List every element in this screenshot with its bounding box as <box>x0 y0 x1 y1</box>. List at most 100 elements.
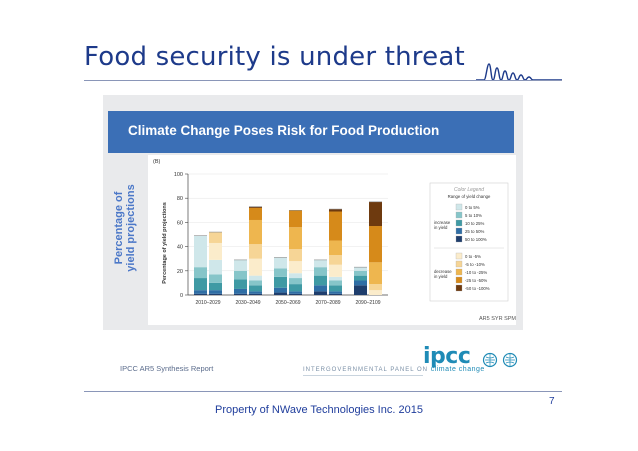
legend-entry: -5 to -10% <box>465 262 485 267</box>
bar-segment <box>289 273 302 279</box>
bar-segment <box>314 259 327 268</box>
chart-source-label: AR5 SYR SPM <box>479 316 516 322</box>
legend-title: Color Legend <box>454 187 484 193</box>
bar-segment <box>369 290 382 295</box>
y-tick-label: 0 <box>180 293 183 299</box>
legend-swatch <box>455 276 463 284</box>
panel-banner-title: Climate Change Poses Risk for Food Produ… <box>128 123 440 138</box>
legend-entry: 5 to 10% <box>465 213 482 218</box>
legend-entry: 0 to -5% <box>465 254 481 259</box>
x-tick-label: 2010–2029 <box>195 300 220 306</box>
bar-segment <box>329 209 342 212</box>
footer-divider <box>84 391 562 392</box>
bar-segment <box>209 274 222 283</box>
bar-segment <box>209 242 222 260</box>
un-logos <box>482 352 518 368</box>
bar-segment <box>249 280 262 286</box>
bar-segment <box>234 270 247 280</box>
legend-entry: -10 to -25% <box>465 270 487 275</box>
legend-entry: 10 to 25% <box>465 221 485 226</box>
bar-segment <box>249 244 262 259</box>
bar-segment <box>209 259 222 275</box>
y-tick-label: 80 <box>177 196 183 202</box>
bar-segment <box>329 211 342 241</box>
legend-swatch <box>455 227 463 235</box>
bar-segment <box>289 278 302 285</box>
ipcc-org-name: INTERGOVERNMENTAL PANEL ON climate chang… <box>303 366 485 373</box>
bar-segment <box>329 255 342 265</box>
bar-segment <box>249 258 262 276</box>
bar-segment <box>274 287 287 293</box>
bar-segment <box>289 210 302 228</box>
bar-segment <box>369 262 382 285</box>
bar-segment <box>234 293 247 295</box>
chart-panel-label: (B) <box>153 159 161 165</box>
legend-group-label-line: in yield <box>434 274 448 279</box>
y-tick-label: 60 <box>177 220 183 226</box>
bar-segment <box>209 290 222 294</box>
bar-segment <box>369 284 382 291</box>
bar-segment <box>194 290 207 294</box>
bar-segment <box>314 275 327 286</box>
bar-segment <box>194 235 207 268</box>
bar-segment <box>249 291 262 294</box>
bar-segment <box>249 207 262 220</box>
legend-swatch <box>455 203 463 211</box>
bar-segment <box>289 291 302 294</box>
side-axis-label: Percentage of yield projections <box>113 184 137 272</box>
bar-segment <box>289 227 302 250</box>
wmo-logo-icon <box>482 352 498 368</box>
bar-segment <box>329 293 342 295</box>
ipcc-org-text: INTERGOVERNMENTAL PANEL ON <box>303 367 429 373</box>
bar-segment <box>249 219 262 245</box>
x-tick-label: 2030–2049 <box>235 300 260 306</box>
bar-segment <box>234 288 247 294</box>
legend-swatch <box>455 235 463 243</box>
ipcc-logo: ipcc <box>423 344 471 369</box>
x-tick-label: 2050–2069 <box>275 300 300 306</box>
legend-group-label-line: increase <box>434 220 451 225</box>
report-name: IPCC AR5 Synthesis Report <box>120 364 214 373</box>
page-number: 7 <box>549 396 555 407</box>
bar-segment <box>289 284 302 292</box>
bar-segment <box>249 285 262 292</box>
legend-entry: -50 to -100% <box>465 286 490 291</box>
bar-segment <box>234 279 247 289</box>
legend-swatch <box>455 260 463 268</box>
bar-segment <box>274 257 287 269</box>
unep-logo-icon <box>502 352 518 368</box>
chart-y-label: Percentage of yield projections <box>162 202 168 284</box>
bar-segment <box>314 291 327 295</box>
bar-segment <box>329 280 342 286</box>
legend-box <box>429 182 509 302</box>
bar-segment <box>329 240 342 256</box>
bar-segment <box>209 293 222 295</box>
bar-segment <box>329 264 342 277</box>
legend-group-label: increase in yield <box>434 220 451 230</box>
bar-segment <box>194 267 207 279</box>
bar-segment <box>274 268 287 277</box>
bar-segment <box>289 249 302 262</box>
y-tick-label: 40 <box>177 245 183 251</box>
ipcc-org-accent: climate change <box>430 366 485 373</box>
y-tick-label: 20 <box>177 269 183 275</box>
legend-group-label-line: decrease <box>434 269 452 274</box>
footer-copyright: Property of NWave Technologies Inc. 2015 <box>215 404 423 416</box>
legend-group-label-line: in yield <box>434 225 448 230</box>
legend-swatch <box>455 219 463 227</box>
legend-swatch <box>455 252 463 260</box>
bar-segment <box>289 293 302 295</box>
bar-segment <box>354 270 367 276</box>
bar-segment <box>354 267 367 271</box>
bar-segment <box>249 293 262 295</box>
bar-segment <box>209 282 222 291</box>
bar-segment <box>314 285 327 292</box>
legend-entry: -25 to -50% <box>465 278 487 283</box>
yield-projection-chart: (B) Percentage of yield projections 0 20 4… <box>153 159 509 306</box>
bar-segment <box>209 232 222 243</box>
logo-divider <box>303 375 423 376</box>
slide-title: Food security is under threat <box>84 42 465 72</box>
bar-segment <box>329 285 342 292</box>
legend-subtitle: Range of yield change <box>448 194 491 199</box>
x-tick-label: 2090–2109 <box>355 300 380 306</box>
